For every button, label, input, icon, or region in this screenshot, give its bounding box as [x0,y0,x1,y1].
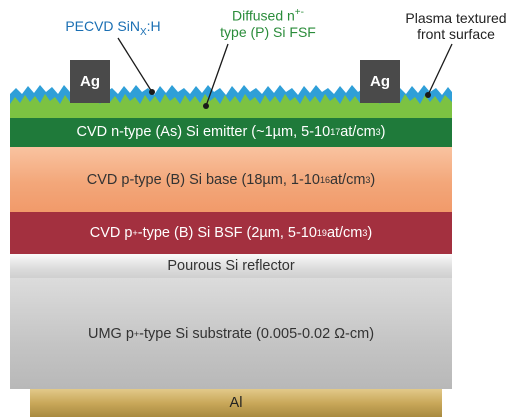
substrate-text-tail: -type Si substrate (0.005-0.02 Ω-cm) [139,325,375,342]
bsf-layer: CVD p + -type (B) Si BSF (2µm, 5-10 19 at/c… [10,212,452,254]
pecvd-label-sub: X [140,26,147,38]
bsf-unit: at/cm [326,225,363,241]
emitter-sup: 17 [330,126,341,137]
texture-label-line1: Plasma textured [405,10,507,26]
fsf-label: Diffused n+- type (P) Si FSF [198,5,338,40]
texture-label-line2: front surface [417,26,495,42]
pecvd-label: PECVD SiNX:H [48,18,178,41]
bsf-mid: -type (B) Si BSF (2µm, 5-10 [137,225,317,241]
emitter-text: CVD n-type (As) Si emitter (~1µm, 5-10 [76,123,331,140]
bsf-sup-a: + [132,228,138,238]
base-text: CVD p-type (B) Si base (18µm, 1-10 [86,171,320,188]
bsf-sup: 19 [316,228,327,238]
ag-contact-right-label: Ag [370,73,390,90]
back-contact-text: Al [229,395,243,411]
texture-label: Plasma textured front surface [388,10,524,42]
pecvd-label-tail: :H [146,18,161,34]
fsf-leader [205,43,229,107]
ag-contact-left-label: Ag [80,73,100,90]
fsf-label-sup: +- [294,7,304,18]
texture-leader-dot [425,92,431,98]
bsf-unit-sup: 3 [362,228,368,238]
base-unit-sup: 3 [365,174,371,185]
emitter-unit: at/cm [340,123,376,140]
fsf-label-line1: Diffused n [232,7,295,24]
emitter-unit-sup: 3 [375,126,381,137]
base-end: ) [370,171,376,188]
pecvd-leader-dot [149,89,155,95]
fsf-label-line2: type (P) Si FSF [220,23,316,40]
ag-contact-left: Ag [70,60,110,103]
reflector-text: Pourous Si reflector [167,258,295,274]
base-unit: at/cm [329,171,366,188]
texture-green-layer [10,94,452,118]
substrate-layer: UMG p + -type Si substrate (0.005-0.02 Ω-c… [10,278,452,389]
base-sup: 16 [319,174,330,185]
pecvd-label-text: PECVD SiN [65,18,140,34]
back-contact-layer: Al [30,389,442,417]
emitter-layer: CVD n-type (As) Si emitter (~1µm, 5-10 17… [10,116,452,147]
emitter-end: ) [380,123,386,140]
substrate-sup: + [133,328,140,339]
base-layer: CVD p-type (B) Si base (18µm, 1-10 16 at/… [10,147,452,212]
bsf-end: ) [367,225,373,241]
ag-contact-right: Ag [360,60,400,103]
fsf-leader-dot [203,103,209,109]
bsf-text: CVD p [89,225,133,241]
reflector-layer: Pourous Si reflector [10,254,452,278]
substrate-text: UMG p [87,325,134,342]
texture-leader [427,43,453,96]
pecvd-leader [117,37,153,93]
